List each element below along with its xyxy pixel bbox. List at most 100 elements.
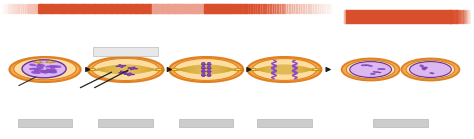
Ellipse shape xyxy=(252,59,317,80)
Bar xyxy=(140,4,143,13)
Bar xyxy=(58,4,62,13)
Bar xyxy=(81,4,85,13)
Bar xyxy=(345,10,346,23)
Bar xyxy=(310,4,313,13)
Bar xyxy=(329,4,332,13)
Ellipse shape xyxy=(22,60,66,78)
Bar xyxy=(265,4,268,13)
Ellipse shape xyxy=(41,71,52,73)
Bar xyxy=(214,4,216,13)
Ellipse shape xyxy=(169,57,243,82)
Bar xyxy=(256,4,259,13)
Bar xyxy=(426,10,431,23)
Bar xyxy=(258,4,261,13)
Bar xyxy=(6,4,8,13)
Bar xyxy=(23,4,25,13)
Ellipse shape xyxy=(42,71,48,73)
Ellipse shape xyxy=(37,65,43,68)
Bar xyxy=(381,10,386,23)
Bar xyxy=(217,4,219,13)
Bar xyxy=(177,4,179,13)
Bar xyxy=(48,4,52,13)
Bar xyxy=(175,4,177,13)
Bar xyxy=(440,10,446,23)
Bar xyxy=(230,4,232,13)
Ellipse shape xyxy=(378,69,385,70)
Bar xyxy=(184,4,186,13)
Bar xyxy=(179,119,233,127)
Bar xyxy=(296,4,299,13)
Bar xyxy=(45,4,48,13)
Bar xyxy=(98,4,101,13)
Bar xyxy=(373,119,428,127)
Ellipse shape xyxy=(201,62,205,66)
Bar xyxy=(430,10,436,23)
Bar xyxy=(109,4,112,13)
Bar xyxy=(457,10,459,23)
Bar xyxy=(174,4,176,13)
Bar xyxy=(190,4,191,13)
Ellipse shape xyxy=(50,66,61,67)
Bar xyxy=(51,4,55,13)
Bar xyxy=(128,4,131,13)
Bar xyxy=(185,4,187,13)
Bar xyxy=(234,4,236,13)
Bar xyxy=(257,119,311,127)
Bar xyxy=(78,4,82,13)
Bar xyxy=(344,10,345,23)
Bar xyxy=(289,4,292,13)
Bar xyxy=(160,4,162,13)
Ellipse shape xyxy=(88,57,164,82)
Ellipse shape xyxy=(406,60,455,79)
Bar xyxy=(224,4,226,13)
Bar xyxy=(145,4,147,13)
Bar xyxy=(451,10,453,23)
Bar xyxy=(142,4,145,13)
Bar xyxy=(164,4,165,13)
Ellipse shape xyxy=(171,69,177,70)
Bar xyxy=(198,4,200,13)
Bar xyxy=(237,4,240,13)
Bar xyxy=(173,4,174,13)
Ellipse shape xyxy=(44,71,50,73)
Bar xyxy=(11,4,14,13)
Bar xyxy=(104,4,107,13)
Bar xyxy=(212,4,214,13)
Bar xyxy=(277,4,280,13)
Bar xyxy=(195,4,197,13)
Bar xyxy=(461,10,463,23)
Ellipse shape xyxy=(361,65,367,66)
Bar xyxy=(135,4,138,13)
Bar xyxy=(101,4,105,13)
Bar xyxy=(313,4,316,13)
Ellipse shape xyxy=(422,69,426,70)
Bar xyxy=(456,10,458,23)
Bar xyxy=(273,4,275,13)
Bar xyxy=(41,4,45,13)
Ellipse shape xyxy=(92,59,159,80)
Bar xyxy=(182,4,184,13)
Bar xyxy=(126,4,128,13)
Ellipse shape xyxy=(410,62,451,77)
Bar xyxy=(116,4,119,13)
Bar xyxy=(133,4,136,13)
Bar xyxy=(345,10,346,23)
Bar xyxy=(345,10,346,23)
Bar xyxy=(467,10,468,23)
Ellipse shape xyxy=(373,71,381,73)
Bar xyxy=(448,10,449,23)
Bar xyxy=(401,10,406,23)
Bar xyxy=(188,4,190,13)
Bar xyxy=(19,4,21,13)
Bar xyxy=(161,4,163,13)
Bar xyxy=(13,4,16,13)
Ellipse shape xyxy=(52,72,56,73)
Ellipse shape xyxy=(47,70,56,71)
Ellipse shape xyxy=(174,59,238,80)
Bar xyxy=(270,4,273,13)
Bar xyxy=(111,4,114,13)
Bar xyxy=(137,4,140,13)
Bar xyxy=(191,4,193,13)
Bar xyxy=(219,4,221,13)
Bar xyxy=(88,4,91,13)
